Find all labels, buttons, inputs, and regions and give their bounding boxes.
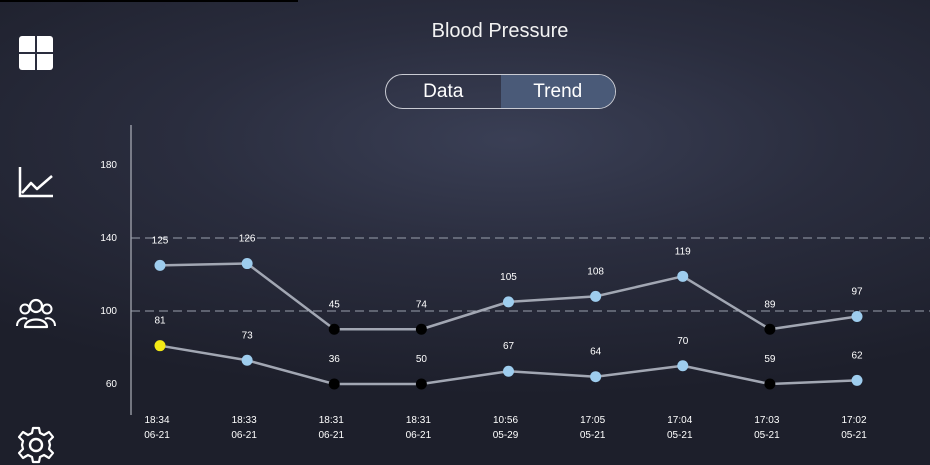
page-title: Blood Pressure bbox=[431, 20, 569, 42]
x-tick-date-6: 05-21 bbox=[667, 430, 693, 441]
x-tick-date-2: 06-21 bbox=[318, 430, 344, 441]
diastolic-point-0 bbox=[154, 340, 166, 352]
x-tick-date-3: 06-21 bbox=[406, 430, 432, 441]
top-edge-line bbox=[0, 0, 298, 2]
systolic-point-2 bbox=[328, 323, 340, 335]
x-tick-date-4: 05-29 bbox=[493, 430, 519, 441]
x-tick-time-2: 18:31 bbox=[319, 415, 344, 426]
diastolic-point-2 bbox=[328, 378, 340, 390]
systolic-value-label-5: 108 bbox=[587, 266, 604, 277]
diastolic-point-4 bbox=[503, 365, 514, 377]
x-tick-time-1: 18:33 bbox=[232, 415, 257, 426]
x-tick-time-0: 18:34 bbox=[144, 415, 169, 426]
diastolic-value-label-4: 67 bbox=[503, 341, 515, 352]
systolic-value-label-3: 74 bbox=[416, 299, 428, 310]
systolic-value-label-7: 89 bbox=[764, 299, 776, 310]
settings-gear-icon[interactable] bbox=[16, 425, 56, 465]
diastolic-value-label-3: 50 bbox=[416, 354, 428, 365]
y-tick-label-60: 60 bbox=[106, 379, 118, 390]
diastolic-value-label-5: 64 bbox=[590, 347, 602, 358]
x-tick-time-8: 17:02 bbox=[841, 415, 866, 426]
systolic-point-7 bbox=[764, 323, 776, 335]
view-toggle: Data Trend bbox=[385, 74, 616, 109]
x-tick-date-5: 05-21 bbox=[580, 430, 606, 441]
diastolic-value-label-6: 70 bbox=[677, 336, 689, 347]
diastolic-point-6 bbox=[677, 360, 689, 372]
diastolic-value-label-2: 36 bbox=[329, 354, 341, 365]
x-tick-time-4: 10:56 bbox=[493, 415, 518, 426]
x-tick-date-8: 05-21 bbox=[841, 430, 867, 441]
users-icon[interactable] bbox=[16, 294, 56, 334]
diastolic-value-label-7: 59 bbox=[764, 354, 776, 365]
x-tick-time-6: 17:04 bbox=[667, 415, 692, 426]
tab-trend[interactable]: Trend bbox=[500, 75, 615, 108]
systolic-point-4 bbox=[503, 296, 514, 308]
diastolic-point-8 bbox=[851, 374, 863, 386]
systolic-value-label-4: 105 bbox=[500, 272, 517, 283]
x-tick-time-5: 17:05 bbox=[580, 415, 605, 426]
diastolic-value-label-1: 73 bbox=[242, 330, 254, 341]
y-tick-label-180: 180 bbox=[100, 160, 117, 171]
systolic-point-0 bbox=[154, 259, 166, 271]
x-tick-date-7: 05-21 bbox=[754, 430, 780, 441]
tab-data[interactable]: Data bbox=[423, 80, 464, 102]
systolic-point-8 bbox=[851, 310, 863, 322]
x-tick-date-0: 06-21 bbox=[144, 430, 170, 441]
diastolic-point-7 bbox=[764, 378, 776, 390]
diastolic-point-5 bbox=[590, 371, 602, 383]
x-tick-time-7: 17:03 bbox=[754, 415, 779, 426]
diastolic-value-label-0: 81 bbox=[154, 316, 166, 327]
systolic-value-label-2: 45 bbox=[329, 299, 341, 310]
y-tick-label-140: 140 bbox=[100, 233, 117, 244]
systolic-value-label-0: 125 bbox=[152, 235, 169, 246]
diastolic-value-label-8: 62 bbox=[851, 350, 863, 361]
x-tick-time-3: 18:31 bbox=[406, 415, 431, 426]
systolic-value-label-6: 119 bbox=[675, 246, 691, 257]
systolic-point-5 bbox=[590, 290, 602, 302]
diastolic-point-1 bbox=[241, 354, 253, 366]
grid-icon[interactable] bbox=[16, 32, 56, 72]
systolic-point-6 bbox=[677, 270, 689, 282]
x-tick-date-1: 06-21 bbox=[231, 430, 257, 441]
systolic-value-label-1: 126 bbox=[239, 234, 256, 245]
systolic-point-1 bbox=[241, 258, 253, 270]
y-tick-label-100: 100 bbox=[100, 306, 117, 317]
trend-chart-icon[interactable] bbox=[16, 163, 56, 203]
systolic-value-label-8: 97 bbox=[851, 286, 863, 297]
diastolic-point-3 bbox=[415, 378, 427, 390]
systolic-point-3 bbox=[415, 323, 427, 335]
